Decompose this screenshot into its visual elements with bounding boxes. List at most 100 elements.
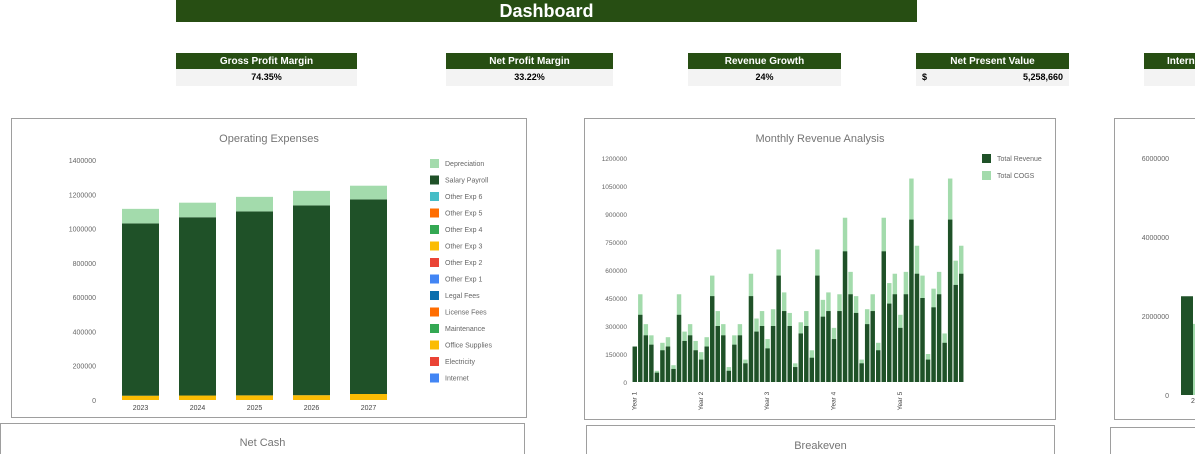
legend-swatch — [430, 241, 439, 251]
legend-swatch — [430, 159, 439, 168]
y-tick-label: 900000 — [605, 212, 627, 219]
bar — [898, 327, 903, 382]
y-tick-label: 1000000 — [69, 227, 96, 234]
bar — [743, 363, 748, 382]
bar-segment — [350, 185, 387, 200]
y-tick-label: 2000000 — [1142, 314, 1169, 321]
y-tick-label: 4000000 — [1142, 235, 1169, 242]
bar-segment — [179, 395, 216, 400]
breakeven-chart-panel[interactable]: Breakeven — [586, 425, 1055, 454]
y-tick-label: 6000000 — [1142, 156, 1169, 163]
bar — [798, 333, 803, 382]
operating-expenses-chart-panel[interactable]: Operating Expenses 1400000 1200000 1000000… — [11, 118, 527, 418]
bar — [665, 346, 671, 382]
bar — [804, 326, 809, 382]
legend-swatch — [430, 258, 439, 267]
legend-swatch — [982, 154, 991, 163]
bar-segment — [236, 211, 273, 396]
bar — [776, 275, 781, 382]
bar-segment — [179, 202, 216, 218]
bar — [881, 251, 886, 382]
bar — [660, 350, 665, 382]
legend-label: Electricity — [445, 359, 475, 366]
legend-swatch — [430, 291, 439, 300]
kpi-label: Net Present Value — [916, 53, 1069, 69]
legend-swatch — [430, 340, 439, 350]
bar-segment — [350, 394, 387, 400]
bar-segment — [293, 205, 330, 396]
legend-label: Other Exp 5 — [445, 211, 482, 218]
bar — [931, 307, 936, 382]
y-tick-label: 400000 — [73, 329, 96, 336]
y-tick-label: 200000 — [73, 364, 96, 371]
y-tick-label: 0 — [623, 380, 627, 387]
x-tick-label: 2026 — [304, 405, 320, 412]
legend-label: Salary Payroll — [445, 178, 489, 185]
dashboard-title: Dashboard — [176, 0, 917, 22]
bar-segment — [122, 208, 159, 224]
bar — [1181, 296, 1193, 395]
bar — [676, 314, 682, 382]
partial-chart-panel[interactable]: 6000000 4000000 2000000 0 2 — [1114, 118, 1195, 420]
kpi-net-profit-margin: Net Profit Margin 33.22% — [446, 53, 613, 86]
bar — [687, 335, 693, 382]
y-tick-label: 750000 — [605, 240, 627, 247]
kpi-label: Intern — [1144, 53, 1195, 69]
kpi-label: Revenue Growth — [688, 53, 841, 69]
bar — [826, 311, 831, 382]
bar-segment — [293, 190, 330, 206]
y-tick-label: 300000 — [605, 324, 627, 331]
legend-label: Depreciation — [445, 161, 484, 168]
bar — [649, 344, 654, 382]
bar — [704, 346, 709, 382]
bar — [770, 326, 776, 382]
bar — [887, 303, 892, 382]
bar — [820, 316, 826, 382]
bar — [721, 335, 726, 382]
legend-label: Other Exp 6 — [445, 194, 482, 201]
monthly-revenue-chart-panel[interactable]: Monthly Revenue Analysis 1200000 1050000 9… — [584, 118, 1056, 420]
legend-swatch — [430, 324, 439, 333]
bar — [870, 311, 875, 382]
legend-label: Maintenance — [445, 326, 485, 333]
bar — [759, 326, 765, 382]
x-tick-label: Year 4 — [831, 391, 838, 410]
bar-segment — [179, 217, 216, 396]
bar — [654, 372, 660, 382]
legend-label: Other Exp 3 — [445, 244, 482, 251]
kpi-gross-profit-margin: Gross Profit Margin 74.35% — [176, 53, 357, 86]
kpi-currency: $ — [922, 72, 928, 82]
bar — [643, 335, 649, 382]
x-tick-label: 2025 — [247, 405, 263, 412]
bar — [715, 326, 720, 382]
bar — [876, 350, 881, 382]
y-tick-label: 1400000 — [69, 158, 96, 165]
legend-label: Total COGS — [997, 173, 1035, 180]
y-tick-label: 600000 — [605, 268, 627, 275]
x-tick-label: Year 2 — [698, 391, 705, 410]
bar-segment — [236, 196, 273, 212]
kpi-value — [1144, 69, 1195, 86]
bar-segment — [293, 395, 330, 400]
legend-swatch — [430, 208, 439, 218]
chart-title: Monthly Revenue Analysis — [755, 133, 885, 145]
y-tick-label: 0 — [92, 398, 96, 405]
partial-lower-panel[interactable] — [1110, 427, 1195, 454]
kpi-revenue-growth: Revenue Growth 24% — [688, 53, 841, 86]
legend-swatch — [430, 307, 439, 317]
y-tick-label: 450000 — [605, 296, 627, 303]
legend-swatch — [430, 274, 439, 284]
bar — [909, 219, 914, 382]
chart-title: Breakeven — [794, 440, 847, 452]
bar — [781, 311, 787, 382]
kpi-value: 33.22% — [446, 69, 613, 86]
bar — [726, 370, 732, 382]
bar-segment — [122, 223, 159, 396]
bar — [698, 359, 704, 382]
legend-swatch — [430, 175, 439, 185]
x-tick-label: 2 — [1191, 398, 1195, 405]
legend-swatch — [982, 171, 991, 180]
net-cash-chart-panel[interactable]: Net Cash — [0, 423, 525, 454]
bar — [682, 340, 687, 382]
